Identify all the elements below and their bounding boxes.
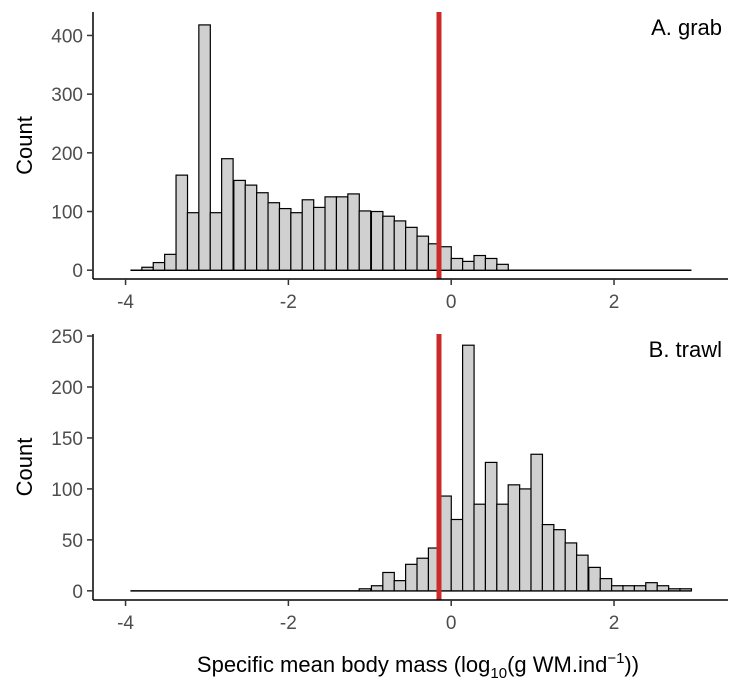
x-tick-label: -2	[280, 292, 297, 313]
x-axis-title: Specific mean body mass (log10(g WM.ind−…	[197, 650, 639, 682]
histogram-bar	[358, 210, 372, 271]
histogram-bar	[152, 261, 166, 271]
histogram-bar	[405, 226, 418, 271]
panel-label: A. grab	[651, 15, 722, 40]
x-tick-label: 2	[609, 613, 620, 634]
histogram-bar	[313, 206, 326, 271]
histogram-bar	[564, 542, 578, 592]
y-tick-label: 0	[72, 582, 83, 603]
histogram-bar	[198, 24, 211, 271]
histogram-bar	[575, 554, 589, 592]
histogram-bar	[267, 202, 281, 271]
y-tick-label: 300	[51, 85, 83, 106]
histogram-bar	[358, 588, 372, 592]
histogram-bar	[439, 495, 452, 592]
y-axis-title: Count	[12, 116, 37, 175]
y-tick-label: 150	[51, 429, 83, 450]
histogram-bar	[175, 174, 189, 271]
histogram-bar	[462, 344, 475, 592]
histogram-bar	[518, 488, 532, 592]
x-axis-title-subscript: 10	[490, 665, 507, 682]
y-tick-label: 100	[51, 203, 83, 224]
x-axis-title-main: Specific mean body mass (log	[197, 652, 490, 677]
histogram-bar	[656, 585, 670, 592]
panel-label: B. trawl	[649, 337, 722, 362]
histogram-bar	[141, 266, 154, 271]
x-axis-title-superscript: −1	[607, 650, 624, 667]
panel-grab: 0 100 200 300 400 -4 -2 0 2 Count A. grab	[12, 12, 728, 313]
histogram-bar	[439, 246, 452, 271]
histogram-bar	[393, 580, 407, 592]
histogram-bar	[186, 212, 200, 271]
histogram-bar	[588, 566, 601, 592]
histogram-bar	[209, 212, 223, 271]
histogram-bar	[382, 571, 395, 592]
x-tick-label: 2	[609, 292, 620, 313]
x-axis-title-end: ))	[624, 652, 639, 677]
histogram-bar	[347, 193, 360, 271]
histogram-bar	[221, 158, 234, 271]
histogram-bar	[301, 199, 315, 271]
histogram-bar	[553, 529, 566, 592]
histogram-bar	[484, 257, 498, 271]
x-axis-title-mid: (g WM.ind	[507, 652, 607, 677]
histogram-bar	[370, 210, 384, 271]
histogram-bar	[599, 577, 613, 592]
histogram-bar	[530, 453, 544, 592]
y-tick-label: 100	[51, 480, 83, 501]
histogram-bar	[484, 461, 498, 592]
histogram-bar	[633, 585, 647, 592]
y-axis-title: Count	[12, 438, 37, 497]
histogram-bar	[622, 585, 636, 592]
histogram-bar	[679, 588, 693, 592]
histogram-bar	[382, 215, 395, 271]
histogram-bar	[496, 503, 509, 592]
histogram-bar	[405, 563, 418, 592]
y-tick-label: 200	[51, 378, 83, 399]
histogram-bar	[450, 257, 464, 271]
x-tick-label: -2	[280, 613, 297, 634]
histogram-bar	[416, 557, 430, 592]
histogram-bar	[507, 484, 521, 592]
histogram-bar	[645, 582, 658, 592]
x-tick-label: 0	[446, 292, 457, 313]
histogram-bar	[473, 503, 487, 592]
panel-trawl: 0 50 100 150 200 250 -4 -2 0 2 Count B. trawl	[12, 327, 728, 634]
histogram-bar	[164, 253, 177, 271]
histogram-bar	[610, 585, 624, 592]
histogram-bar	[278, 207, 292, 271]
histogram-bar	[667, 588, 681, 592]
histogram-bar	[370, 585, 384, 592]
histogram-bar	[290, 212, 303, 271]
x-tick-label: 0	[446, 613, 457, 634]
y-tick-label: 50	[62, 531, 83, 552]
histogram-bar	[324, 196, 338, 271]
histogram-bar	[473, 254, 487, 271]
histogram-bar	[541, 523, 555, 592]
histogram-bar	[256, 192, 269, 271]
histogram-bar	[233, 179, 246, 271]
y-tick-label: 250	[51, 327, 83, 348]
histogram-bar	[496, 263, 509, 271]
histogram-bar	[335, 196, 349, 271]
y-tick-label: 0	[72, 261, 83, 282]
y-tick-label: 400	[51, 26, 83, 47]
histogram-bar	[244, 184, 258, 271]
histogram-bar	[450, 518, 464, 592]
x-tick-label: -4	[117, 292, 134, 313]
x-tick-label: -4	[117, 613, 134, 634]
histogram-bar	[462, 260, 475, 271]
histogram-bar	[393, 220, 407, 271]
histogram-bar	[416, 235, 430, 271]
y-tick-label: 200	[51, 144, 83, 165]
